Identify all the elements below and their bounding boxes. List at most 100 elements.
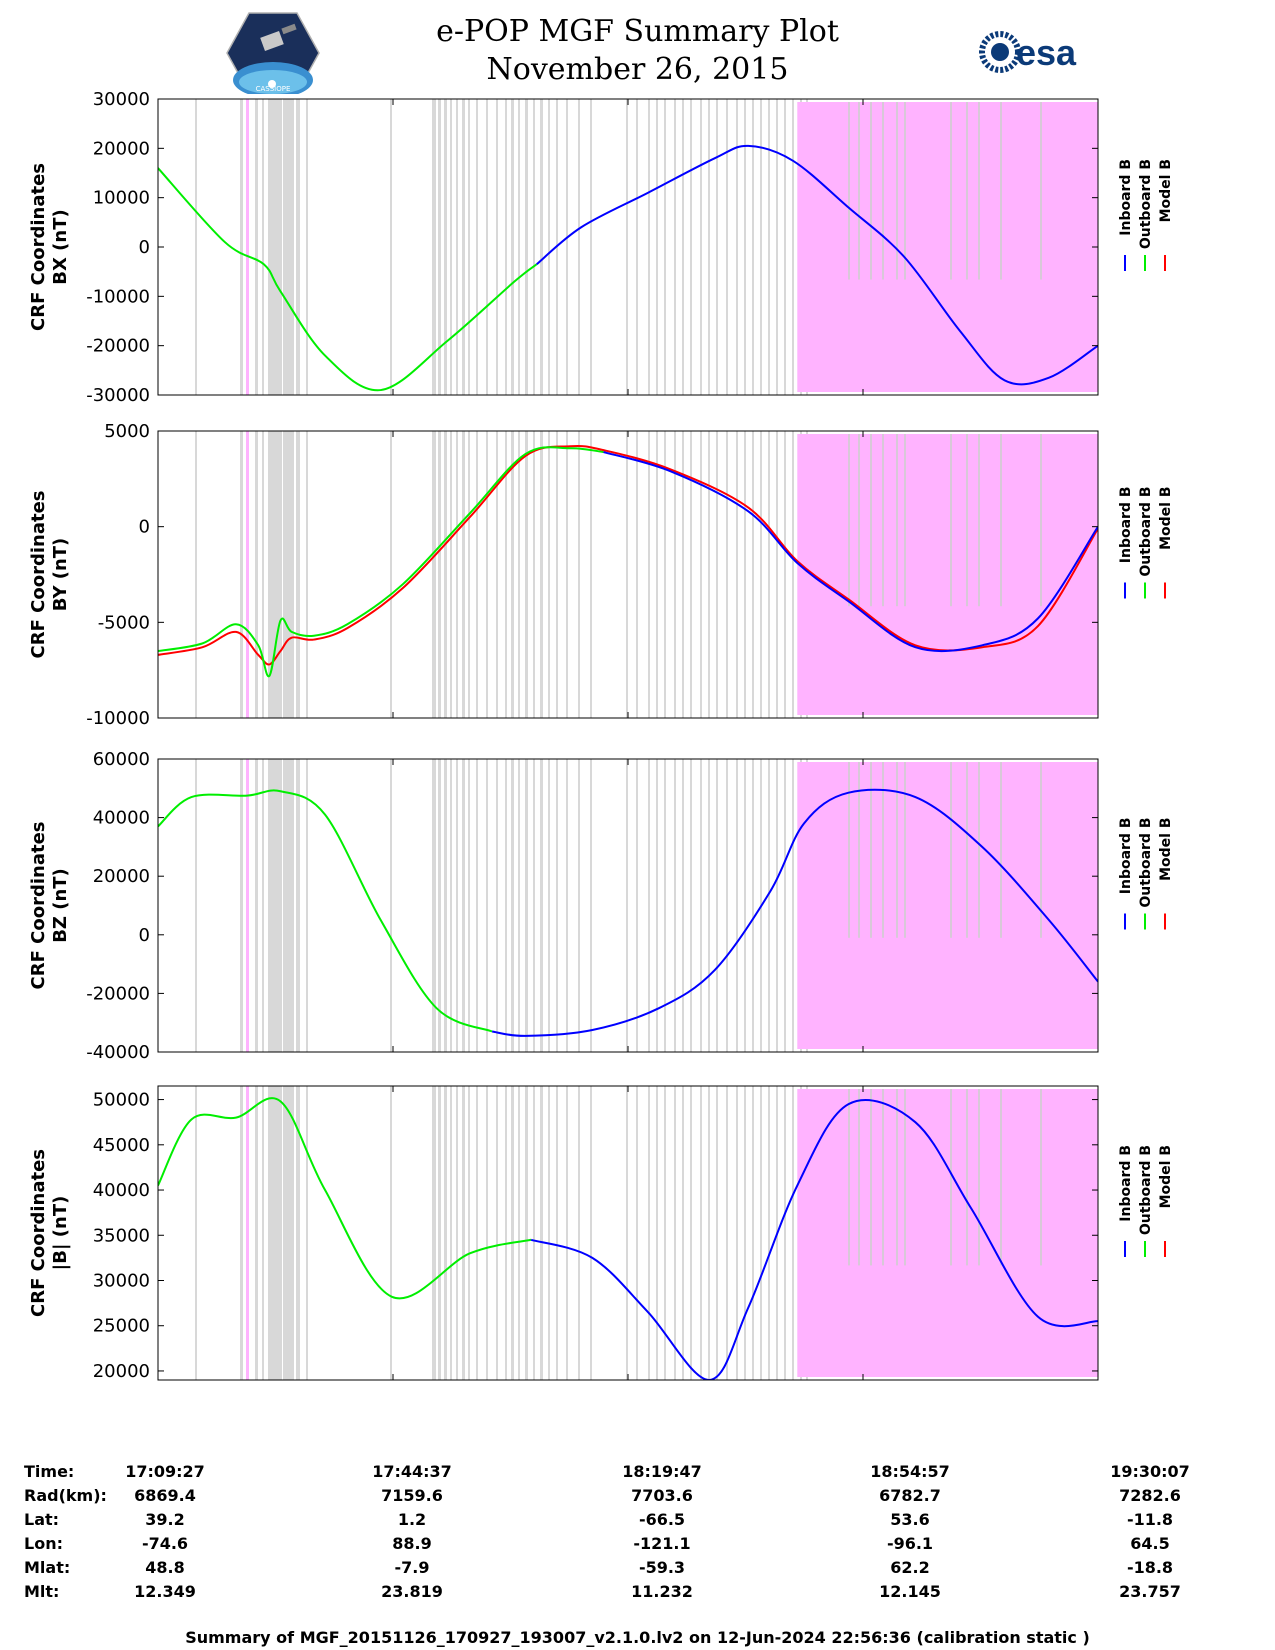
gap-band (760, 1086, 762, 1380)
y-tick-label: -20000 (86, 983, 150, 1004)
gap-band (468, 99, 470, 395)
gap-band (533, 1086, 535, 1380)
gap-band (690, 1086, 692, 1380)
y-tick-label: 10000 (93, 188, 150, 209)
gap-band (1000, 1089, 1002, 1266)
gap-band (858, 434, 860, 607)
gap-band (566, 759, 568, 1052)
info-cell-rad: 6869.4 (134, 1486, 196, 1505)
gap-band (664, 431, 666, 718)
gap-band (708, 759, 710, 1052)
gap-band (195, 99, 197, 395)
gap-band (882, 1089, 884, 1266)
info-cell-mlt: 23.757 (1119, 1582, 1181, 1601)
y-axis-label: BZ (nT) (50, 868, 71, 943)
series-inboard-b (603, 451, 1098, 653)
gap-band (726, 99, 728, 395)
gap-band (438, 99, 441, 395)
gap-band (566, 431, 568, 718)
gap-band (462, 1086, 465, 1380)
gap-band (456, 759, 458, 1052)
gap-band (511, 759, 514, 1052)
gap-band (268, 1086, 282, 1380)
gap-band (511, 99, 514, 395)
gap-band (636, 99, 638, 395)
y-tick-label: 60000 (93, 749, 150, 770)
gap-band (1000, 102, 1002, 280)
panel-bx: 30000 20000 10000 0 -10000 -20000 -30000 CRF Co… (28, 89, 1174, 406)
gap-band (792, 759, 794, 1052)
gap-band (518, 759, 520, 1052)
legend-label: Model B (1158, 818, 1174, 881)
y-axis-label: BY (nT) (50, 538, 71, 612)
info-cell-lat: -66.5 (638, 1510, 686, 1529)
gap-band (682, 431, 684, 718)
gap-band (1000, 762, 1002, 938)
gap-band (848, 434, 850, 607)
gap-band (476, 759, 478, 1052)
gap-band (468, 759, 470, 1052)
gap-band (556, 1086, 558, 1380)
gap-band (736, 1086, 738, 1380)
gap-band (525, 99, 528, 395)
gap-band (1000, 434, 1002, 607)
gap-band (590, 759, 592, 1052)
cassiope-logo: CASSIOPE (226, 12, 320, 98)
gap-band (626, 759, 628, 1052)
gap-band (726, 431, 728, 718)
gap-band (476, 431, 478, 718)
gap-band (978, 102, 980, 280)
gap-band (744, 759, 746, 1052)
gap-band (556, 759, 558, 1052)
gap-band (390, 99, 392, 395)
gap-band (548, 759, 550, 1052)
gap-band (708, 1086, 710, 1380)
gap-band (768, 1086, 770, 1380)
gap-band (432, 99, 436, 395)
gap-band (462, 431, 465, 718)
gap-band (283, 99, 294, 395)
gap-band (690, 759, 692, 1052)
gap-band (590, 431, 592, 718)
gap-band (636, 431, 638, 718)
info-cell-mlat: 48.8 (145, 1558, 185, 1577)
gap-band (656, 431, 658, 718)
gap-band (648, 99, 650, 395)
gap-band (674, 431, 676, 718)
gap-band (255, 1086, 258, 1380)
gap-band (656, 759, 658, 1052)
gap-band (904, 102, 906, 280)
gap-band (456, 431, 458, 718)
gap-band (736, 99, 738, 395)
gap-band (776, 759, 778, 1052)
series-inboard-b (530, 1099, 1098, 1380)
legend-label: Inboard B (1118, 818, 1134, 895)
gap-band (792, 1086, 794, 1380)
flag-region (797, 102, 1098, 392)
gap-band (450, 431, 452, 718)
y-tick-label: 0 (139, 237, 150, 258)
y-axis-label: |B| (nT) (50, 1196, 71, 1271)
gap-band (708, 431, 710, 718)
gap-band (306, 1086, 308, 1380)
gap-band (682, 1086, 684, 1380)
gap-band (240, 431, 243, 718)
gap-band (744, 1086, 746, 1380)
y-tick-label: -10000 (86, 286, 150, 307)
y-axis-label: CRF Coordinates (28, 822, 49, 990)
gap-band (540, 759, 543, 1052)
y-tick-label: 0 (139, 517, 150, 538)
gap-band (858, 762, 860, 938)
gap-band (486, 1086, 488, 1380)
y-tick-label: -40000 (86, 1042, 150, 1063)
gap-band (195, 431, 197, 718)
gap-band (432, 759, 436, 1052)
gap-band (518, 99, 520, 395)
gap-band (904, 1089, 906, 1266)
gap-band (268, 99, 282, 395)
info-cell-mlat: -18.8 (1126, 1558, 1174, 1577)
gap-band (716, 99, 718, 395)
info-cell-lat: 1.2 (397, 1510, 427, 1529)
gap-band (978, 434, 980, 607)
panel-by: 5000 0 -5000 -10000 CRF Coordinates BY (nT) In… (28, 421, 1174, 729)
